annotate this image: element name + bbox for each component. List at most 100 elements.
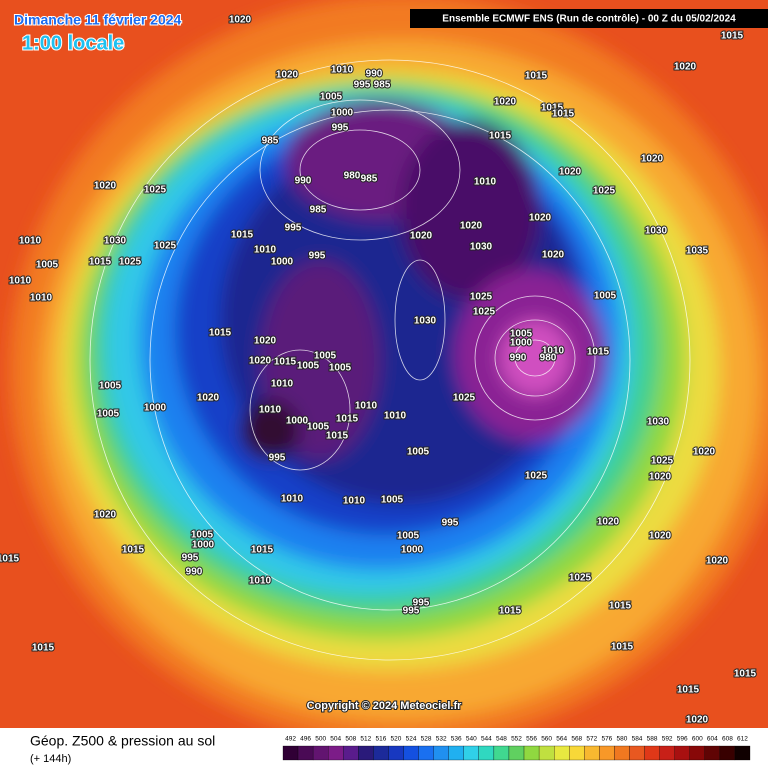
- pressure-label: 1020: [597, 517, 620, 528]
- pressure-label: 995: [285, 223, 302, 234]
- pressure-label: 1020: [197, 393, 220, 404]
- pressure-label: 1025: [525, 471, 548, 482]
- legend-value: 528: [421, 736, 432, 743]
- pressure-label: 990: [510, 353, 527, 364]
- legend-swatch: [689, 745, 705, 761]
- pressure-label: 1015: [326, 431, 349, 442]
- legend-value: 572: [586, 736, 597, 743]
- pressure-label: 1010: [343, 496, 366, 507]
- pressure-label: 1020: [229, 15, 252, 26]
- legend-swatch: [463, 745, 479, 761]
- pressure-label: 1010: [9, 276, 32, 287]
- pressure-label: 1015: [89, 257, 112, 268]
- pressure-label: 1005: [314, 351, 337, 362]
- legend-value: 552: [511, 736, 522, 743]
- legend-value: 496: [300, 736, 311, 743]
- pressure-label: 990: [295, 176, 312, 187]
- pressure-label: 1030: [645, 226, 668, 237]
- legend-value: 584: [632, 736, 643, 743]
- pressure-label: 1020: [559, 167, 582, 178]
- pressure-label: 1020: [249, 356, 272, 367]
- pressure-label: 1020: [686, 715, 709, 726]
- pressure-label: 1000: [144, 403, 167, 414]
- pressure-label: 1020: [254, 336, 277, 347]
- pressure-label: 1010: [271, 379, 294, 390]
- legend-swatch: [358, 745, 374, 761]
- legend-value: 492: [285, 736, 296, 743]
- legend-value: 568: [571, 736, 582, 743]
- map-field: [0, 0, 768, 728]
- pressure-label: 1025: [470, 292, 493, 303]
- legend-swatch: [508, 745, 525, 761]
- pressure-label: 985: [374, 80, 391, 91]
- pressure-label: 1015: [499, 606, 522, 617]
- legend-swatch: [734, 745, 751, 761]
- pressure-label: 1000: [510, 338, 533, 349]
- pressure-label: 985: [361, 174, 378, 185]
- legend: 492 496 500 504 508 512 516 520 524 528 532 536 540 5…: [282, 736, 751, 761]
- pressure-label: 1015: [209, 328, 232, 339]
- legend-value: 600: [692, 736, 703, 743]
- pressure-label: 1020: [693, 447, 716, 458]
- legend-value: 548: [496, 736, 507, 743]
- legend-swatch: [584, 745, 600, 761]
- legend-swatch: [719, 745, 736, 761]
- pressure-label: 1015: [274, 357, 297, 368]
- pressure-label: 1010: [249, 576, 272, 587]
- pressure-label: 995: [182, 553, 199, 564]
- pressure-label: 1020: [529, 213, 552, 224]
- legend-swatch: [312, 745, 329, 761]
- legend-value: 500: [315, 736, 326, 743]
- pressure-label: 1005: [99, 381, 122, 392]
- pressure-label: 1025: [154, 241, 177, 252]
- pressure-label: 1015: [251, 545, 274, 556]
- legend-value: 580: [617, 736, 628, 743]
- pressure-label: 1020: [460, 221, 483, 232]
- legend-swatch: [282, 745, 299, 761]
- pressure-label: 1020: [649, 472, 672, 483]
- pressure-label: 995: [269, 453, 286, 464]
- pressure-label: 1020: [276, 70, 299, 81]
- legend-value: 540: [466, 736, 477, 743]
- pressure-label: 1030: [414, 316, 437, 327]
- legend-swatch: [328, 745, 344, 761]
- legend-value: 532: [436, 736, 447, 743]
- pressure-label: 985: [262, 136, 279, 147]
- pressure-label: 980: [540, 353, 557, 364]
- legend-value: 576: [601, 736, 612, 743]
- pressure-label: 1000: [286, 416, 309, 427]
- pressure-label: 1015: [32, 643, 55, 654]
- pressure-label: 1020: [542, 250, 565, 261]
- legend-swatch: [433, 745, 449, 761]
- pressure-label: 995: [413, 598, 430, 609]
- legend-swatch: [297, 745, 314, 761]
- pressure-label: 1000: [271, 257, 294, 268]
- date: Dimanche 11 février 2024: [14, 12, 182, 28]
- pressure-label: 1025: [593, 186, 616, 197]
- pressure-label: 1005: [97, 409, 120, 420]
- pressure-label: 1005: [329, 363, 352, 374]
- pressure-label: 1020: [94, 181, 117, 192]
- pressure-label: 1020: [674, 62, 697, 73]
- legend-value: 592: [662, 736, 673, 743]
- pressure-label: 1005: [594, 291, 617, 302]
- pressure-label: 1010: [254, 245, 277, 256]
- pressure-label: 1025: [144, 185, 167, 196]
- legend-swatch: [523, 745, 540, 761]
- pressure-label: 990: [186, 567, 203, 578]
- legend-swatch: [478, 745, 495, 761]
- pressure-label: 1020: [94, 510, 117, 521]
- pressure-label: 1010: [542, 346, 565, 357]
- pressure-label: 1020: [494, 97, 517, 108]
- pressure-label: 1005: [191, 530, 214, 541]
- header-box: [410, 9, 768, 28]
- legend-swatch: [343, 745, 359, 761]
- pressure-label: 1010: [384, 411, 407, 422]
- pressure-label: 1010: [355, 401, 378, 412]
- legend-value: 508: [345, 736, 356, 743]
- pressure-label: 1015: [552, 109, 575, 120]
- legend-value: 596: [677, 736, 688, 743]
- pressure-label: 1020: [649, 531, 672, 542]
